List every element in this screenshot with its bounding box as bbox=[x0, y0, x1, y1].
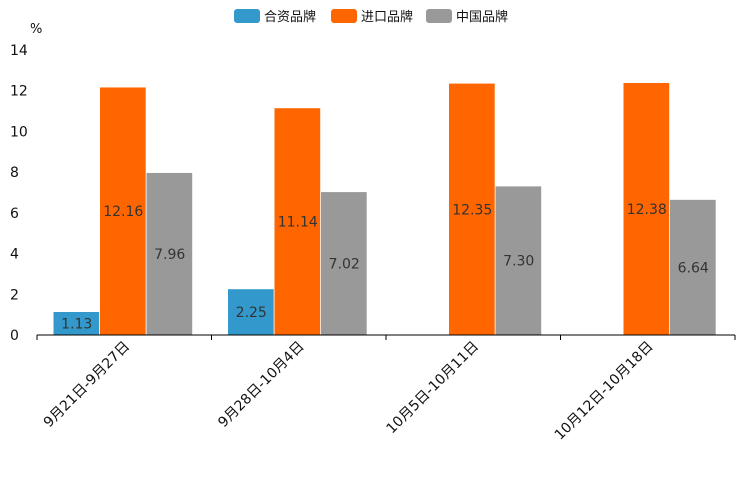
y-tick-label-0: 0 bbox=[10, 328, 19, 344]
bar-value-label-1-1: 11.14 bbox=[278, 215, 318, 231]
y-tick-label-1: 2 bbox=[10, 287, 19, 303]
bar-value-label-2-2: 7.30 bbox=[503, 254, 534, 270]
y-tick-label-6: 12 bbox=[10, 84, 28, 100]
legend-label-2: 中国品牌 bbox=[456, 9, 508, 25]
bar-0-1 bbox=[228, 289, 274, 335]
legend-swatch-0 bbox=[234, 9, 260, 23]
y-tick-label-3: 6 bbox=[10, 206, 19, 222]
bar-value-label-1-3: 12.38 bbox=[627, 202, 667, 218]
bar-1-2 bbox=[449, 83, 495, 335]
bars: 1.13 12.16 7.96 2.25 11.14 7.02 12.35 7.30 12.38… bbox=[53, 82, 716, 335]
bar-value-label-1-0: 12.16 bbox=[103, 204, 143, 220]
legend-label-0: 合资品牌 bbox=[264, 9, 316, 25]
bar-1-1 bbox=[274, 108, 321, 335]
y-tick-label-5: 10 bbox=[10, 124, 28, 140]
x-category-label-0: 9月21日-9月27日 bbox=[41, 339, 133, 431]
legend: 合资品牌 进口品牌 中国品牌 bbox=[234, 9, 508, 25]
legend-swatch-1 bbox=[331, 9, 357, 23]
bar-2-1 bbox=[321, 192, 367, 335]
bar-value-label-0-0: 1.13 bbox=[61, 316, 92, 332]
x-category-label-1: 9月28日-10月4日 bbox=[215, 339, 307, 431]
y-unit-label: % bbox=[30, 22, 42, 37]
x-category-label-3: 10月12日-10月18日 bbox=[552, 339, 657, 444]
bar-value-label-0-1: 2.25 bbox=[236, 305, 267, 321]
y-axis: 0 2 4 6 8 10 12 14 bbox=[10, 43, 28, 344]
x-category-label-2: 10月5日-10月11日 bbox=[384, 339, 483, 438]
legend-label-1: 进口品牌 bbox=[361, 9, 413, 25]
x-axis: 9月21日-9月27日 9月28日-10月4日 10月5日-10月11日 10月12日… bbox=[36, 334, 736, 444]
bar-1-3 bbox=[623, 82, 670, 335]
bar-2-2 bbox=[495, 186, 542, 335]
bar-0-0 bbox=[53, 311, 100, 335]
bar-value-label-2-0: 7.96 bbox=[154, 247, 185, 263]
y-tick-label-4: 8 bbox=[10, 165, 19, 181]
bar-value-label-2-3: 6.64 bbox=[678, 260, 709, 276]
bar-1-0 bbox=[100, 87, 146, 335]
y-tick-label-7: 14 bbox=[10, 43, 28, 59]
bar-2-0 bbox=[146, 172, 193, 335]
y-tick-label-2: 4 bbox=[10, 247, 19, 263]
bar-value-label-2-1: 7.02 bbox=[329, 257, 360, 273]
legend-swatch-2 bbox=[426, 9, 452, 23]
bar-value-label-1-2: 12.35 bbox=[452, 202, 492, 218]
bar-2-3 bbox=[670, 199, 716, 335]
